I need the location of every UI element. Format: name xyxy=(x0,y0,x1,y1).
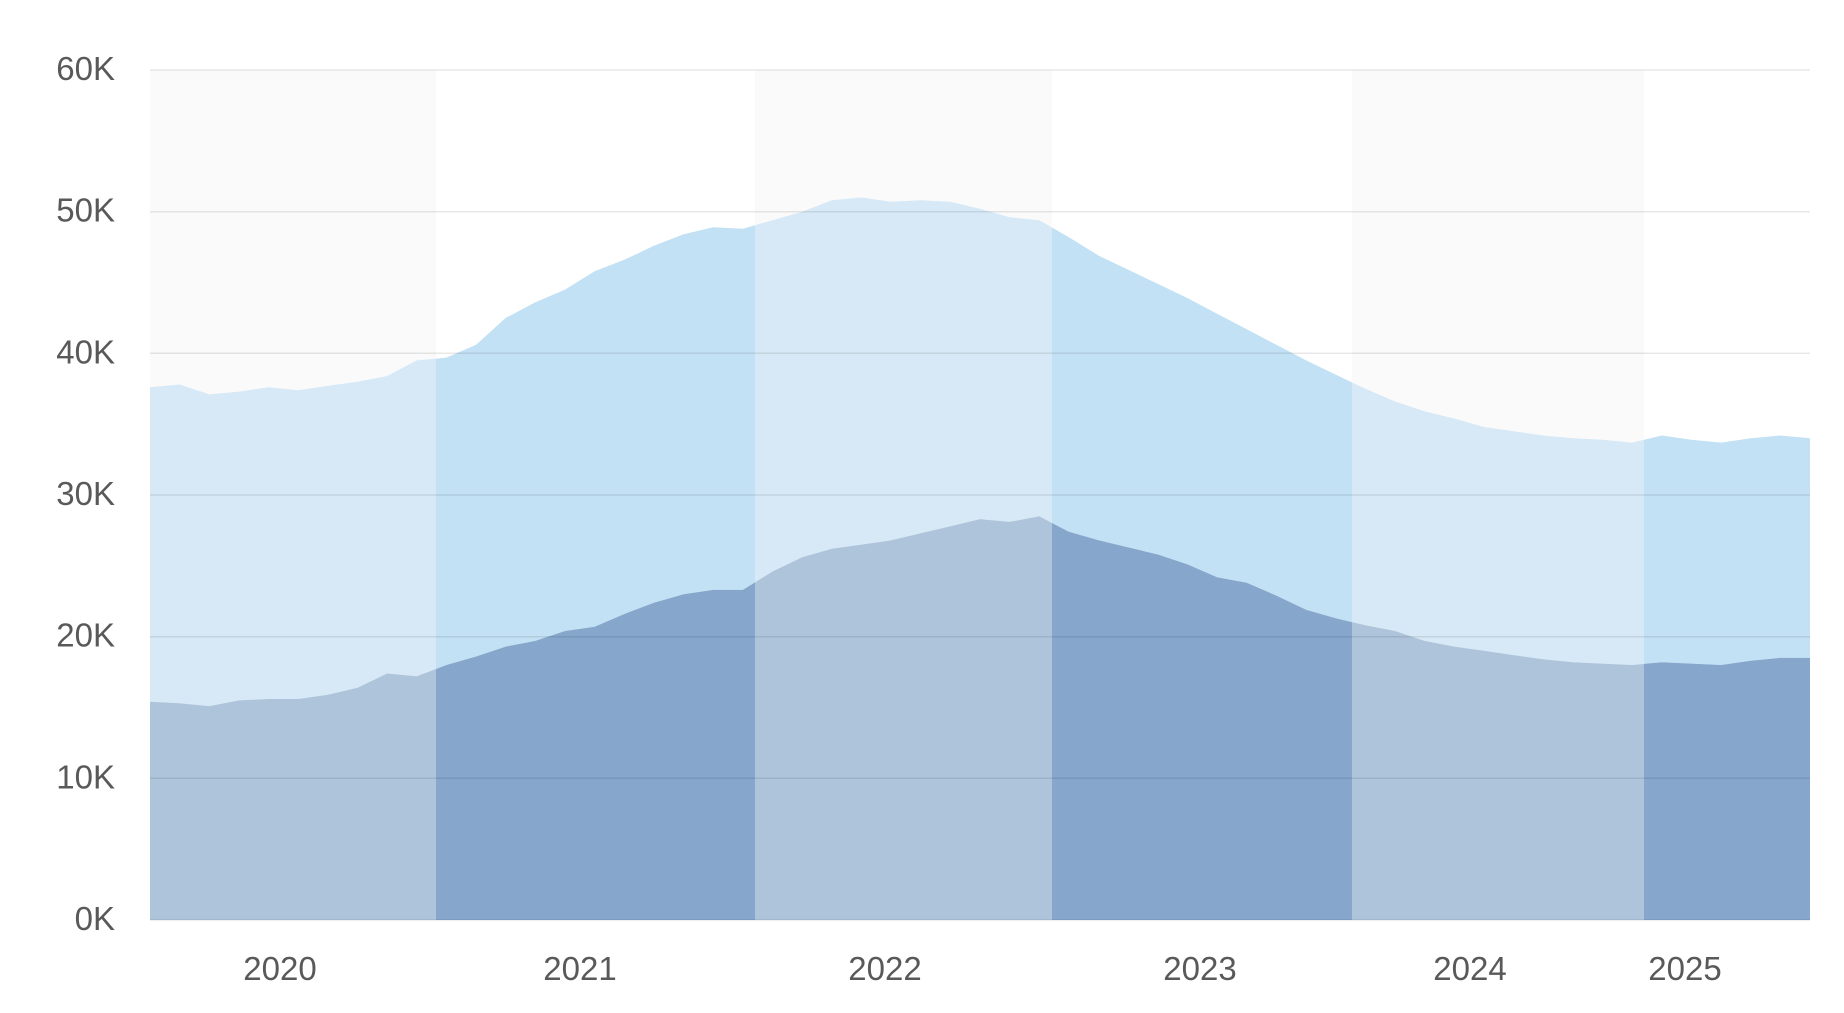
y-tick-label-20k: 20K xyxy=(56,617,115,654)
y-tick-label-60k: 60K xyxy=(56,50,115,87)
x-tick-label-2021: 2021 xyxy=(543,950,616,987)
y-tick-label-10k: 10K xyxy=(56,758,115,795)
x-tick-label-2025: 2025 xyxy=(1648,950,1721,987)
x-tick-label-2022: 2022 xyxy=(848,950,921,987)
x-tick-label-2020: 2020 xyxy=(243,950,316,987)
x-tick-label-2023: 2023 xyxy=(1163,950,1236,987)
y-tick-label-50k: 50K xyxy=(56,192,115,229)
y-tick-label-30k: 30K xyxy=(56,475,115,512)
y-tick-label-40k: 40K xyxy=(56,333,115,370)
x-tick-label-2024: 2024 xyxy=(1433,950,1506,987)
y-tick-label-0k: 0K xyxy=(75,900,115,937)
